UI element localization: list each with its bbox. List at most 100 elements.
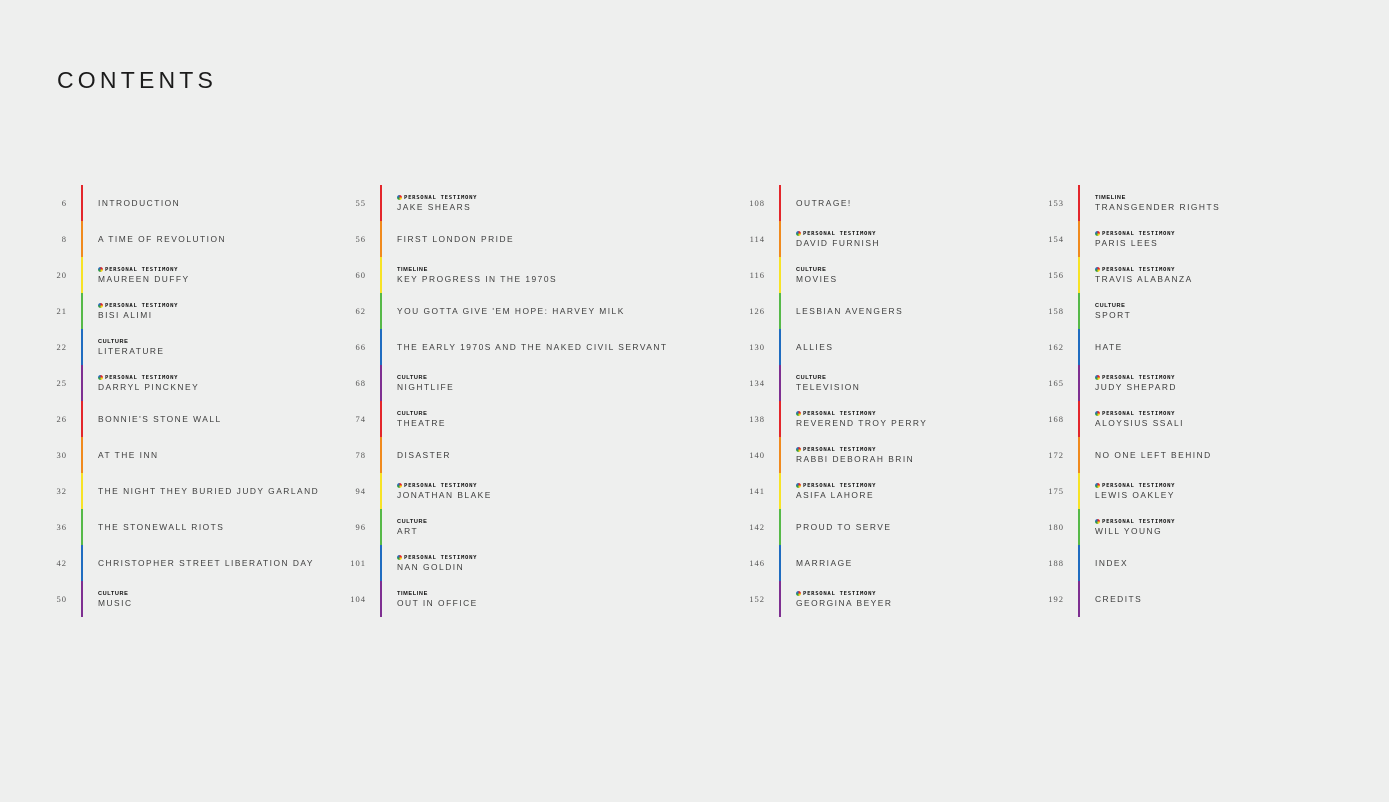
- toc-entry[interactable]: 55 PERSONAL TESTIMONY JAKE SHEARS: [356, 185, 676, 221]
- entry-label: JUDY SHEPARD: [1095, 381, 1177, 392]
- toc-entry[interactable]: 32 THE NIGHT THEY BURIED JUDY GARLAND: [57, 473, 377, 509]
- rainbow-bar-segment: [779, 185, 781, 221]
- culture-tag: CULTURE: [397, 519, 697, 525]
- toc-entry[interactable]: 168 PERSONAL TESTIMONY ALOYSIUS SSALI: [1048, 401, 1374, 437]
- toc-entry[interactable]: 68 CULTURE NIGHTLIFE: [356, 365, 676, 401]
- toc-entry[interactable]: 104 TIMELINE OUT IN OFFICE: [350, 581, 676, 617]
- toc-entry[interactable]: 165 PERSONAL TESTIMONY JUDY SHEPARD: [1048, 365, 1374, 401]
- toc-entry[interactable]: 175 PERSONAL TESTIMONY LEWIS OAKLEY: [1048, 473, 1374, 509]
- entry-text: TIMELINE KEY PROGRESS IN THE 1970S: [397, 257, 697, 293]
- toc-entry[interactable]: 172 NO ONE LEFT BEHIND: [1048, 437, 1374, 473]
- testimony-dot-icon: [796, 483, 801, 488]
- entry-label: ALLIES: [796, 342, 834, 352]
- toc-entry[interactable]: 101 PERSONAL TESTIMONY NAN GOLDIN: [350, 545, 676, 581]
- entry-text: PERSONAL TESTIMONY REVEREND TROY PERRY: [796, 401, 1096, 437]
- page-number: 153: [1048, 198, 1064, 208]
- tag-label: TIMELINE: [1095, 194, 1126, 201]
- toc-entry[interactable]: 114 PERSONAL TESTIMONY DAVID FURNISH: [750, 221, 1075, 257]
- page-number: 30: [56, 450, 67, 460]
- page-number: 25: [56, 378, 67, 388]
- page-number: 158: [1048, 306, 1064, 316]
- page-number: 138: [749, 414, 765, 424]
- toc-entry[interactable]: 154 PERSONAL TESTIMONY PARIS LEES: [1048, 221, 1374, 257]
- toc-entry[interactable]: 142 PROUD TO SERVE: [749, 509, 1075, 545]
- toc-entry[interactable]: 130 ALLIES: [749, 329, 1075, 365]
- tag-label: PERSONAL TESTIMONY: [105, 302, 179, 309]
- toc-entry[interactable]: 146 MARRIAGE: [749, 545, 1075, 581]
- toc-entry[interactable]: 108 OUTRAGE!: [749, 185, 1075, 221]
- entry-text: OUTRAGE!: [796, 185, 1096, 221]
- entry-text: MARRIAGE: [796, 545, 1096, 581]
- toc-entry[interactable]: 153 TIMELINE TRANSGENDER RIGHTS: [1048, 185, 1374, 221]
- rainbow-bar-segment: [1078, 329, 1080, 365]
- toc-entry[interactable]: 21 PERSONAL TESTIMONY BISI ALIMI: [57, 293, 377, 329]
- toc-entry[interactable]: 188 INDEX: [1048, 545, 1374, 581]
- page-number: 168: [1048, 414, 1064, 424]
- rainbow-bar-segment: [1078, 185, 1080, 221]
- entry-label: LEWIS OAKLEY: [1095, 489, 1175, 500]
- toc-entry[interactable]: 134 CULTURE TELEVISION: [749, 365, 1075, 401]
- rainbow-bar-segment: [81, 293, 83, 329]
- toc-entry[interactable]: 141 PERSONAL TESTIMONY ASIFA LAHORE: [749, 473, 1075, 509]
- toc-entry[interactable]: 96 CULTURE ART: [356, 509, 676, 545]
- toc-entry[interactable]: 126 LESBIAN AVENGERS: [749, 293, 1075, 329]
- rainbow-bar-segment: [779, 401, 781, 437]
- entry-text: PERSONAL TESTIMONY ASIFA LAHORE: [796, 473, 1096, 509]
- page-number: 116: [749, 270, 765, 280]
- entry-label: CHRISTOPHER STREET LIBERATION DAY: [98, 558, 314, 568]
- entry-label: TELEVISION: [796, 381, 861, 392]
- toc-entry[interactable]: 116 CULTURE MOVIES: [750, 257, 1075, 293]
- toc-entry[interactable]: 78 DISASTER: [356, 437, 676, 473]
- toc-entry[interactable]: 56 FIRST LONDON PRIDE: [356, 221, 676, 257]
- toc-entry[interactable]: 180 PERSONAL TESTIMONY WILL YOUNG: [1048, 509, 1374, 545]
- rainbow-bar-segment: [81, 329, 83, 365]
- entry-text: PERSONAL TESTIMONY JUDY SHEPARD: [1095, 365, 1389, 401]
- toc-entry[interactable]: 66 THE EARLY 1970S AND THE NAKED CIVIL SE…: [356, 329, 676, 365]
- toc-entry[interactable]: 36 THE STONEWALL RIOTS: [57, 509, 377, 545]
- entry-text: PERSONAL TESTIMONY ALOYSIUS SSALI: [1095, 401, 1389, 437]
- entry-text: CULTURE LITERATURE: [98, 329, 398, 365]
- toc-entry[interactable]: 25 PERSONAL TESTIMONY DARRYL PINCKNEY: [57, 365, 377, 401]
- rainbow-bar-segment: [779, 257, 781, 293]
- toc-entry[interactable]: 8 A TIME OF REVOLUTION: [57, 221, 377, 257]
- page-number: 78: [355, 450, 366, 460]
- toc-entry[interactable]: 30 AT THE INN: [57, 437, 377, 473]
- toc-entry[interactable]: 42 CHRISTOPHER STREET LIBERATION DAY: [57, 545, 377, 581]
- rainbow-bar-segment: [1078, 473, 1080, 509]
- page-number: 20: [56, 270, 67, 280]
- toc-entry[interactable]: 152 PERSONAL TESTIMONY GEORGINA BEYER: [749, 581, 1075, 617]
- tag-label: PERSONAL TESTIMONY: [404, 554, 478, 561]
- toc-entry[interactable]: 140 PERSONAL TESTIMONY RABBI DEBORAH BRIN: [749, 437, 1075, 473]
- toc-entry[interactable]: 192 CREDITS: [1048, 581, 1374, 617]
- toc-entry[interactable]: 94 PERSONAL TESTIMONY JONATHAN BLAKE: [356, 473, 676, 509]
- personal-testimony-tag: PERSONAL TESTIMONY: [1095, 519, 1389, 525]
- toc-entry[interactable]: 156 PERSONAL TESTIMONY TRAVIS ALABANZA: [1048, 257, 1374, 293]
- toc-entry[interactable]: 26 BONNIE'S STONE WALL: [57, 401, 377, 437]
- personal-testimony-tag: PERSONAL TESTIMONY: [1095, 231, 1389, 237]
- toc-entry[interactable]: 162 HATE: [1048, 329, 1374, 365]
- toc-entry[interactable]: 20 PERSONAL TESTIMONY MAUREEN DUFFY: [57, 257, 377, 293]
- personal-testimony-tag: PERSONAL TESTIMONY: [397, 195, 697, 201]
- toc-entry[interactable]: 74 CULTURE THEATRE: [356, 401, 676, 437]
- entry-text: PERSONAL TESTIMONY RABBI DEBORAH BRIN: [796, 437, 1096, 473]
- testimony-dot-icon: [1095, 411, 1100, 416]
- entry-text: PERSONAL TESTIMONY DAVID FURNISH: [796, 221, 1096, 257]
- entry-text: PERSONAL TESTIMONY BISI ALIMI: [98, 293, 398, 329]
- toc-entry[interactable]: 22 CULTURE LITERATURE: [57, 329, 377, 365]
- toc-entry[interactable]: 158 CULTURE SPORT: [1048, 293, 1374, 329]
- entry-label: BISI ALIMI: [98, 309, 153, 320]
- toc-entry[interactable]: 60 TIMELINE KEY PROGRESS IN THE 1970S: [356, 257, 676, 293]
- toc-entry[interactable]: 138 PERSONAL TESTIMONY REVEREND TROY PERRY: [749, 401, 1075, 437]
- toc-entry[interactable]: 6 INTRODUCTION: [57, 185, 377, 221]
- toc-entry[interactable]: 62 YOU GOTTA GIVE 'EM HOPE: HARVEY MILK: [356, 293, 676, 329]
- entry-label: DAVID FURNISH: [796, 237, 881, 248]
- personal-testimony-tag: PERSONAL TESTIMONY: [98, 375, 398, 381]
- testimony-dot-icon: [1095, 375, 1100, 380]
- tag-label: CULTURE: [397, 410, 428, 417]
- contents-column-1: 6 INTRODUCTION 8 A TIME OF REVOLUTION 20 PERS…: [57, 185, 377, 617]
- entry-label: YOU GOTTA GIVE 'EM HOPE: HARVEY MILK: [397, 306, 625, 316]
- tag-label: CULTURE: [98, 590, 129, 597]
- personal-testimony-tag: PERSONAL TESTIMONY: [98, 267, 398, 273]
- toc-entry[interactable]: 50 CULTURE MUSIC: [57, 581, 377, 617]
- testimony-dot-icon: [796, 447, 801, 452]
